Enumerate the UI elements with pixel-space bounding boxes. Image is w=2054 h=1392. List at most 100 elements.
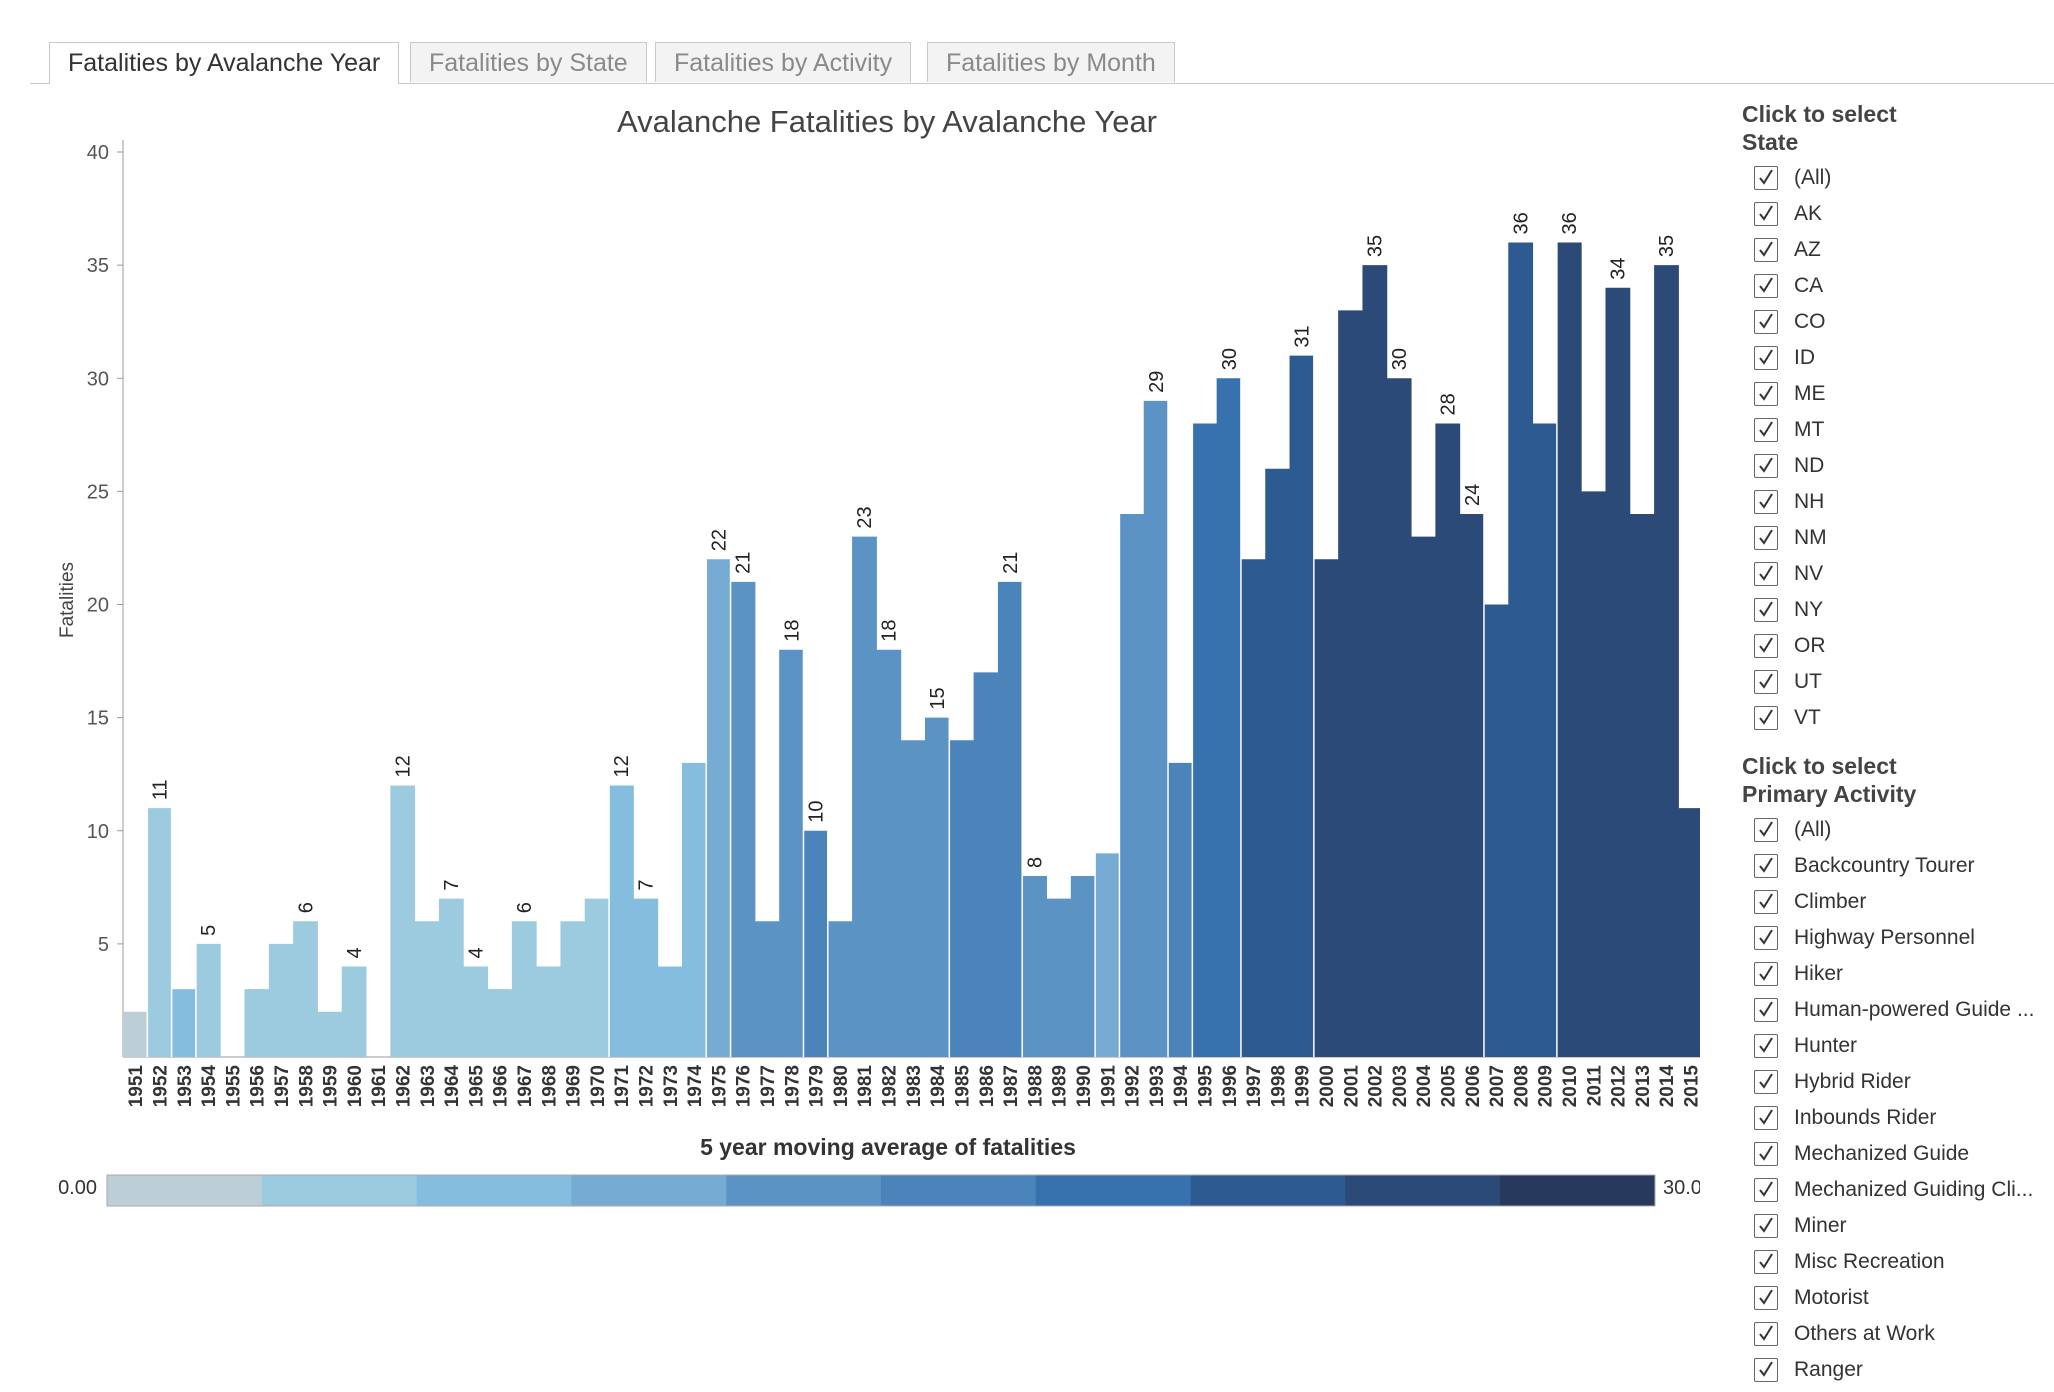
activity-option-item[interactable]: Inbounds Rider (1742, 1100, 2042, 1136)
state-option-item[interactable]: VT (1742, 700, 2042, 736)
bar[interactable] (1046, 898, 1072, 1057)
activity-option-item[interactable]: Ranger (1742, 1352, 2042, 1388)
tab-fatalities-by-state[interactable]: Fatalities by State (410, 42, 647, 82)
checkbox-checked-icon[interactable] (1754, 598, 1778, 622)
checkbox-checked-icon[interactable] (1754, 202, 1778, 226)
checkbox-checked-icon[interactable] (1754, 1106, 1778, 1130)
bar[interactable] (244, 989, 270, 1057)
bar[interactable] (1313, 559, 1339, 1057)
state-option-item[interactable]: MT (1742, 412, 2042, 448)
bar[interactable] (633, 898, 659, 1057)
state-option-item[interactable]: ID (1742, 340, 2042, 376)
bar[interactable] (1168, 762, 1193, 1057)
bar[interactable] (317, 1011, 343, 1057)
bar[interactable] (1386, 378, 1412, 1057)
checkbox-checked-icon[interactable] (1754, 1034, 1778, 1058)
bar[interactable] (1240, 559, 1266, 1057)
activity-option-item[interactable]: Motorist (1742, 1280, 2042, 1316)
checkbox-checked-icon[interactable] (1754, 1286, 1778, 1310)
bar[interactable] (1654, 265, 1679, 1057)
checkbox-checked-icon[interactable] (1754, 238, 1778, 262)
bar[interactable] (511, 921, 537, 1057)
tab-fatalities-by-avalanche-year[interactable]: Fatalities by Avalanche Year (49, 42, 400, 84)
bar[interactable] (1629, 514, 1655, 1057)
activity-option-item[interactable]: Miner (1742, 1208, 2042, 1244)
state-option-item[interactable]: AK (1742, 196, 2042, 232)
checkbox-checked-icon[interactable] (1754, 274, 1778, 298)
checkbox-checked-icon[interactable] (1754, 1322, 1778, 1346)
checkbox-checked-icon[interactable] (1754, 634, 1778, 658)
bar[interactable] (341, 966, 367, 1058)
state-option-item[interactable]: OR (1742, 628, 2042, 664)
bar[interactable] (1289, 355, 1315, 1057)
state-option-item[interactable]: AZ (1742, 232, 2042, 268)
bar[interactable] (876, 649, 902, 1057)
bar[interactable] (730, 581, 756, 1057)
checkbox-checked-icon[interactable] (1754, 1070, 1778, 1094)
checkbox-checked-icon[interactable] (1754, 1178, 1778, 1202)
bar[interactable] (1581, 491, 1606, 1057)
state-option-item[interactable]: NH (1742, 484, 2042, 520)
state-option-item[interactable]: CO (1742, 304, 2042, 340)
bar[interactable] (1508, 242, 1534, 1058)
checkbox-checked-icon[interactable] (1754, 490, 1778, 514)
bar[interactable] (1411, 536, 1436, 1057)
bar[interactable] (414, 921, 440, 1057)
state-option-item[interactable]: UT (1742, 664, 2042, 700)
checkbox-checked-icon[interactable] (1754, 962, 1778, 986)
bar[interactable] (852, 536, 877, 1057)
activity-option-item[interactable]: Hunter (1742, 1028, 2042, 1064)
activity-option-item[interactable]: Mechanized Guide (1742, 1136, 2042, 1172)
state-option-item[interactable]: NV (1742, 556, 2042, 592)
bar[interactable] (390, 785, 416, 1058)
bar[interactable] (438, 898, 464, 1057)
checkbox-checked-icon[interactable] (1754, 818, 1778, 842)
checkbox-checked-icon[interactable] (1754, 854, 1778, 878)
bar[interactable] (1192, 423, 1218, 1058)
bar[interactable] (706, 559, 732, 1057)
bar[interactable] (1483, 604, 1509, 1058)
bar[interactable] (1022, 876, 1048, 1057)
bar[interactable] (925, 717, 950, 1057)
bar[interactable] (1532, 423, 1558, 1058)
checkbox-checked-icon[interactable] (1754, 926, 1778, 950)
bar[interactable] (293, 921, 318, 1057)
bar[interactable] (657, 966, 683, 1058)
bar[interactable] (997, 581, 1023, 1057)
activity-option-item[interactable]: Others at Work (1742, 1316, 2042, 1352)
checkbox-checked-icon[interactable] (1754, 310, 1778, 334)
checkbox-checked-icon[interactable] (1754, 1358, 1778, 1382)
activity-option-item[interactable]: Hybrid Rider (1742, 1064, 2042, 1100)
bar[interactable] (171, 989, 197, 1057)
activity-option-item[interactable]: Backcountry Tourer (1742, 848, 2042, 884)
checkbox-checked-icon[interactable] (1754, 890, 1778, 914)
bar[interactable] (1216, 378, 1242, 1057)
state-option-item[interactable]: (All) (1742, 160, 2042, 196)
checkbox-checked-icon[interactable] (1754, 706, 1778, 730)
bar[interactable] (900, 740, 926, 1057)
activity-option-item[interactable]: Hiker (1742, 956, 2042, 992)
bar[interactable] (609, 785, 634, 1058)
bar[interactable] (973, 672, 999, 1057)
bar[interactable] (779, 649, 804, 1057)
bar[interactable] (1556, 242, 1582, 1058)
checkbox-checked-icon[interactable] (1754, 1250, 1778, 1274)
tab-fatalities-by-month[interactable]: Fatalities by Month (927, 42, 1175, 82)
checkbox-checked-icon[interactable] (1754, 998, 1778, 1022)
bar[interactable] (1435, 423, 1461, 1058)
state-option-item[interactable]: CA (1742, 268, 2042, 304)
tab-fatalities-by-activity[interactable]: Fatalities by Activity (655, 42, 912, 82)
checkbox-checked-icon[interactable] (1754, 1214, 1778, 1238)
checkbox-checked-icon[interactable] (1754, 670, 1778, 694)
checkbox-checked-icon[interactable] (1754, 418, 1778, 442)
bar[interactable] (1605, 287, 1631, 1057)
bar[interactable] (1265, 468, 1291, 1057)
bar[interactable] (268, 943, 294, 1057)
activity-option-item[interactable]: Misc Recreation (1742, 1244, 2042, 1280)
bar[interactable] (463, 966, 489, 1058)
bar[interactable] (1338, 310, 1363, 1057)
bar[interactable] (803, 830, 829, 1057)
bar[interactable] (1678, 808, 1700, 1057)
checkbox-checked-icon[interactable] (1754, 346, 1778, 370)
bar[interactable] (1070, 876, 1096, 1057)
